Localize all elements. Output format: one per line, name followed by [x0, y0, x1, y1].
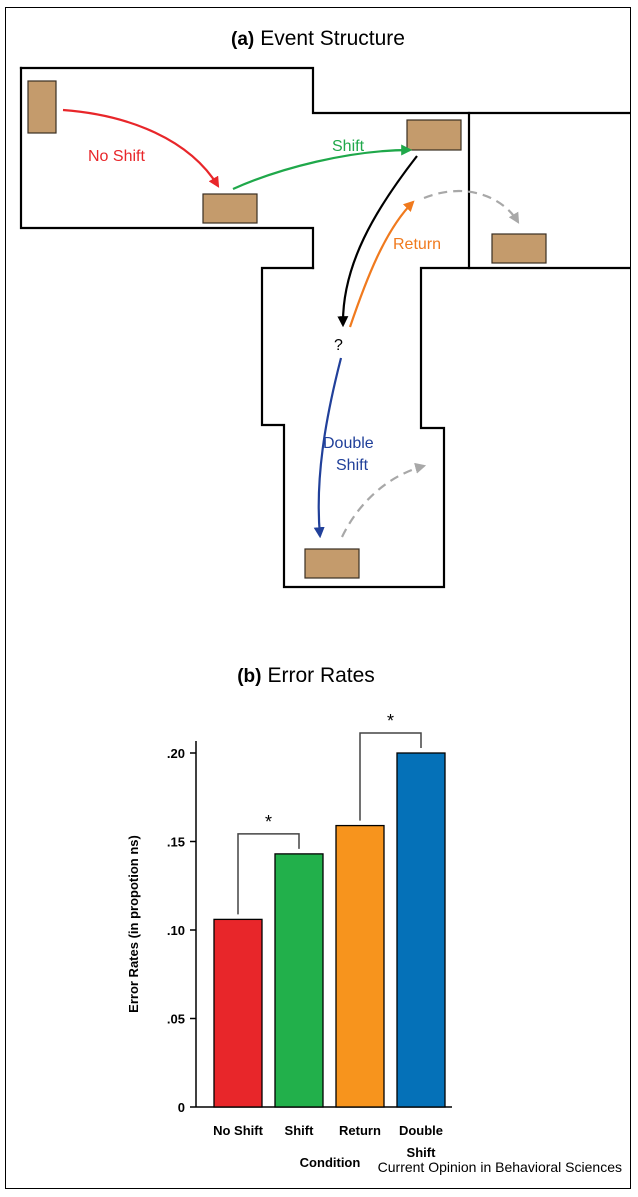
- wall-top: [19, 66, 631, 115]
- significance-brackets: **: [237, 711, 422, 915]
- y-tick-label: .15: [167, 835, 185, 850]
- x-tick-label: Return: [339, 1123, 381, 1138]
- y-axis-label: Error Rates (in propotion ns): [126, 835, 141, 1013]
- figure-frame: [5, 7, 631, 1189]
- y-tick-label: .05: [167, 1012, 185, 1027]
- significance-bracket: [237, 833, 300, 915]
- significance-star: *: [387, 711, 394, 731]
- credit-text: Current Opinion in Behavioral Sciences: [378, 1159, 622, 1175]
- x-tick-label: No Shift: [213, 1123, 263, 1138]
- floor-plan: [19, 66, 631, 589]
- arrow-double-shift: [313, 357, 343, 539]
- wall-lower: [260, 266, 631, 589]
- significance-star: *: [265, 812, 272, 832]
- panel-b-title: (b) Error Rates: [237, 664, 375, 687]
- arrow-no-shift: [62, 108, 220, 188]
- bar-no-shift: [213, 918, 263, 1108]
- label-question: ?: [334, 337, 343, 354]
- y-tick-label: 0: [178, 1100, 185, 1115]
- bar-double-shift: [396, 752, 446, 1108]
- box-return-room: [491, 233, 547, 264]
- error-rates-chart: 0 .05 .10 .15 .20 No Shift Shift Return Double S…: [126, 711, 452, 1170]
- box-double-shift: [304, 548, 360, 579]
- y-tick-label: .20: [167, 746, 185, 761]
- arrow-return: [348, 200, 415, 328]
- label-return: Return: [393, 236, 441, 253]
- x-tick-label: Shift: [285, 1123, 315, 1138]
- bar-shift: [274, 853, 324, 1108]
- x-tick-label: Shift: [407, 1145, 437, 1160]
- label-shift: Shift: [332, 138, 365, 155]
- box-no-shift: [202, 193, 258, 224]
- label-no-shift: No Shift: [88, 148, 145, 165]
- label-double-line2: Shift: [336, 457, 369, 474]
- arrow-dashed-lower: [341, 462, 427, 538]
- arrow-shift: [232, 144, 413, 191]
- x-axis-label: Condition: [300, 1155, 361, 1170]
- y-ticks: 0 .05 .10 .15 .20: [167, 746, 196, 1115]
- arrow-dashed-upper: [423, 189, 520, 224]
- panel-a-title: (a) Event Structure: [231, 27, 405, 50]
- significance-bracket: [359, 732, 422, 821]
- box-shift: [406, 119, 462, 151]
- bars: [213, 752, 446, 1108]
- box-start: [27, 80, 57, 134]
- wall-left-room: [19, 66, 315, 270]
- arrow-to-question: [337, 155, 418, 328]
- x-tick-label: Double: [399, 1123, 443, 1138]
- bar-return: [335, 824, 385, 1108]
- label-double-line1: Double: [323, 435, 374, 452]
- x-tick-labels: No Shift Shift Return Double Shift: [213, 1123, 443, 1160]
- y-tick-label: .10: [167, 923, 185, 938]
